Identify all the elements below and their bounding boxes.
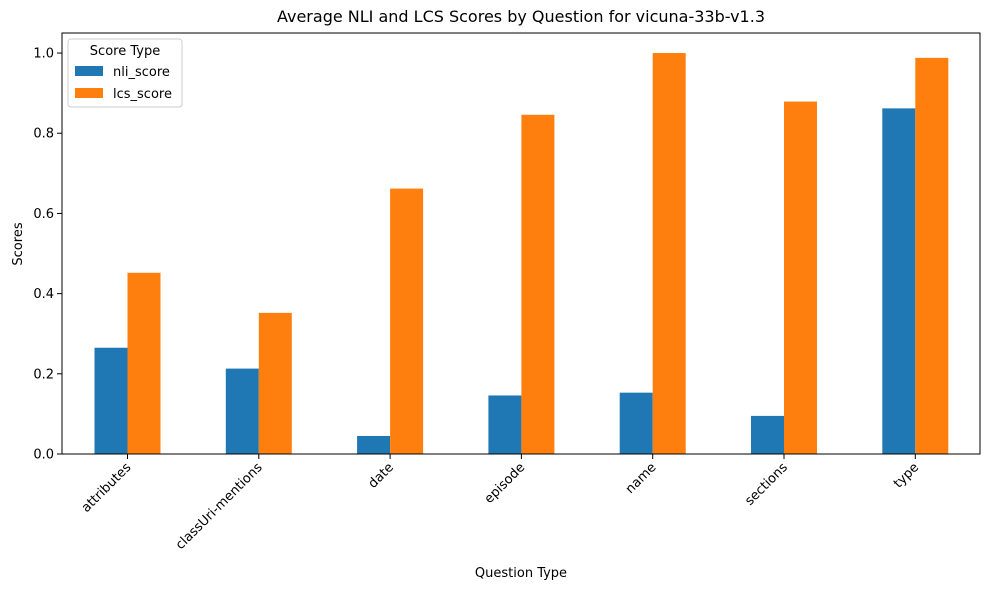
bar-lcs_score-name	[652, 53, 686, 455]
y-tick-label: 0.2	[33, 367, 54, 382]
bar-lcs_score-sections	[784, 101, 817, 454]
bar-nli_score-classUri-mentions	[225, 368, 259, 454]
bar-lcs_score-classUri-mentions	[258, 312, 292, 454]
bar-nli_score-episode	[488, 395, 522, 454]
bar-nli_score-attributes	[94, 347, 128, 454]
legend-label-nli_score: nli_score	[113, 65, 170, 80]
x-axis-label: Question Type	[475, 566, 567, 581]
y-axis-ticks: 0.0 0.2 0.4 0.6 0.8 1.0	[33, 47, 62, 463]
legend-title: Score Type	[90, 44, 160, 59]
bar-lcs_score-date	[390, 188, 424, 454]
legend-swatch-nli_score	[75, 66, 103, 76]
legend: Score Type nli_score lcs_score	[67, 38, 183, 108]
y-tick-label: 0.6	[33, 207, 54, 222]
bar-lcs_score-type	[915, 57, 949, 455]
y-axis-label: Scores	[11, 222, 26, 265]
legend-swatch-lcs_score	[75, 88, 103, 98]
legend-label-lcs_score: lcs_score	[113, 87, 172, 102]
bar-lcs_score-attributes	[127, 272, 161, 454]
bar-nli_score-type	[882, 108, 916, 454]
legend-entries: nli_score lcs_score	[75, 65, 172, 102]
bar-lcs_score-episode	[521, 114, 555, 455]
y-tick-label: 0.4	[33, 287, 54, 302]
y-tick-label: 0.8	[33, 127, 54, 142]
bar-nli_score-date	[357, 435, 391, 454]
bar-nli_score-name	[619, 392, 653, 454]
plot-area-frame	[61, 32, 981, 455]
y-tick-label: 1.0	[33, 47, 54, 62]
bars-group	[94, 53, 949, 455]
bar-nli_score-sections	[751, 415, 784, 454]
y-tick-label: 0.0	[33, 448, 54, 463]
chart-title: Average NLI and LCS Scores by Question f…	[277, 7, 765, 26]
